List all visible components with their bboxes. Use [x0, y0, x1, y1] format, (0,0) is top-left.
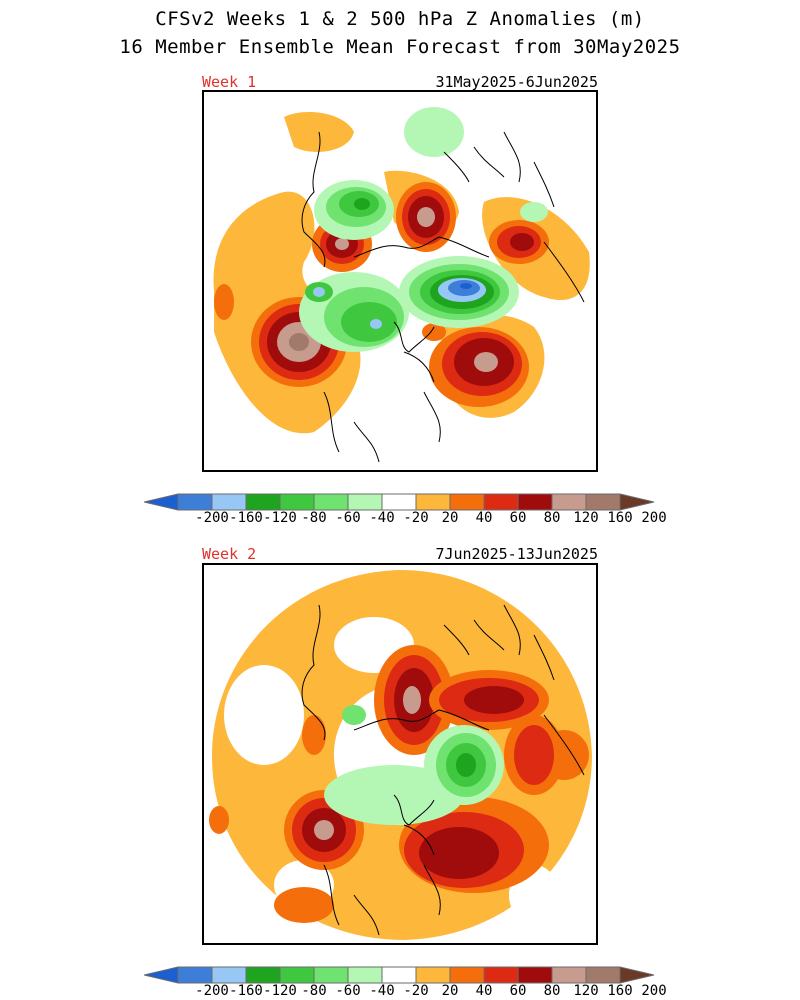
week1-anomaly-map — [213, 96, 590, 468]
colorbar-tick-labels: -200 -160 -120 -80 -60 -40 -20 20 40 60 80 120 160 20… — [144, 983, 667, 999]
colorbar-swatch — [347, 966, 383, 984]
colorbar-high-arrow — [619, 493, 655, 511]
anomaly-neg-80 — [456, 753, 476, 777]
colorbar-tick-label: -200 — [195, 510, 229, 526]
colorbar-low-arrow — [144, 966, 179, 984]
colorbar-swatch — [313, 493, 349, 511]
colorbar-tick-label: -120 — [263, 983, 297, 999]
chart-title: CFSv2 Weeks 1 & 2 500 hPa Z Anomalies (m… — [155, 8, 645, 30]
chart-subtitle: 16 Member Ensemble Mean Forecast from 30… — [119, 36, 681, 58]
colorbar-tick-label: 40 — [475, 983, 493, 999]
week2-date-range: 7Jun2025-13Jun2025 — [435, 545, 598, 563]
colorbar — [144, 493, 655, 511]
anomaly-neg-40 — [342, 705, 366, 725]
coastlines — [301, 604, 585, 936]
anomaly-pos-40 — [274, 887, 334, 923]
colorbar-swatch — [313, 966, 349, 984]
anomaly-pos-120 — [335, 238, 349, 250]
colorbar-swatch — [517, 493, 553, 511]
colorbar-swatch — [585, 493, 621, 511]
colorbar-tick-label: 160 — [607, 983, 633, 999]
colorbar-swatch — [381, 493, 417, 511]
week2-map-panel — [202, 563, 598, 945]
colorbar-tick-label: -160 — [229, 983, 263, 999]
anomaly-neg-120 — [313, 287, 325, 297]
anomaly-neg-80 — [354, 198, 370, 210]
colorbar-swatch — [483, 493, 519, 511]
colorbar-swatch — [211, 966, 247, 984]
anomaly-pos-40 — [302, 715, 326, 755]
coastlines — [301, 131, 585, 463]
colorbar-tick-label: -200 — [195, 983, 229, 999]
colorbar-swatch — [517, 966, 553, 984]
colorbar-swatch — [245, 493, 281, 511]
anomaly-pos-80 — [464, 686, 524, 714]
anomaly-neg-200 — [460, 283, 472, 289]
colorbar-swatch — [415, 966, 451, 984]
colorbar-tick-label: 80 — [543, 510, 561, 526]
colorbar-swatch — [551, 966, 587, 984]
anomaly-neg-20 — [404, 107, 464, 157]
colorbar-tick-label: 200 — [641, 983, 667, 999]
week1-date-range: 31May2025-6Jun2025 — [435, 73, 598, 91]
colorbar-tick-label: -80 — [301, 983, 327, 999]
week2-anomaly-map — [209, 569, 592, 941]
anomaly-neg-60 — [341, 302, 397, 342]
colorbar-tick-label: 20 — [441, 510, 459, 526]
colorbar-tick-label: -160 — [229, 510, 263, 526]
colorbar-tick-label: -40 — [369, 983, 395, 999]
colorbar-swatch — [211, 493, 247, 511]
colorbar-swatch — [415, 493, 451, 511]
anomaly-pos-120 — [314, 820, 334, 840]
colorbar-swatch — [177, 493, 213, 511]
colorbar-swatch — [279, 966, 315, 984]
anomaly-pos-120 — [403, 686, 421, 714]
anomaly-pos-160 — [289, 333, 309, 351]
anomaly-pos-60 — [514, 725, 554, 785]
colorbar-swatch — [279, 493, 315, 511]
anomaly-neg-120 — [370, 319, 382, 329]
colorbar-tick-label: 120 — [573, 983, 599, 999]
colorbar-tick-label: 160 — [607, 510, 633, 526]
colorbar-swatch — [245, 966, 281, 984]
colorbar-tick-label: -60 — [335, 983, 361, 999]
colorbar-swatch — [449, 966, 485, 984]
colorbar-tick-label: 40 — [475, 510, 493, 526]
colorbar-tick-label: -20 — [403, 510, 429, 526]
colorbar-tick-label: 60 — [509, 510, 527, 526]
colorbar-tick-label: 120 — [573, 510, 599, 526]
anomaly-neg-20 — [520, 202, 548, 222]
anomaly-pos-40 — [209, 806, 229, 834]
colorbar — [144, 966, 655, 984]
colorbar-swatch — [381, 966, 417, 984]
colorbar-tick-label: -60 — [335, 510, 361, 526]
map-gap — [224, 665, 304, 765]
colorbar-tick-labels: -200 -160 -120 -80 -60 -40 -20 20 40 60 80 120 160 20… — [144, 510, 667, 526]
week1-map-panel — [202, 90, 598, 472]
colorbar-tick-label: 60 — [509, 983, 527, 999]
colorbar-swatch — [585, 966, 621, 984]
week1-label: Week 1 — [202, 73, 257, 91]
colorbar-swatch — [449, 493, 485, 511]
colorbar-swatch — [347, 493, 383, 511]
colorbar-tick-label: 20 — [441, 983, 459, 999]
colorbar-swatch — [483, 966, 519, 984]
colorbar-tick-label: -20 — [403, 983, 429, 999]
colorbar-tick-label: -120 — [263, 510, 297, 526]
colorbar-tick-label: -80 — [301, 510, 327, 526]
anomaly-pos-120 — [474, 352, 498, 372]
anomaly-pos-80 — [510, 233, 534, 251]
colorbar-high-arrow — [619, 966, 655, 984]
colorbar-tick-label: 200 — [641, 510, 667, 526]
anomaly-pos-120 — [417, 207, 435, 227]
colorbar-tick-label: 80 — [543, 983, 561, 999]
anomaly-pos-40 — [214, 284, 234, 320]
colorbar-swatch — [551, 493, 587, 511]
colorbar-swatch — [177, 966, 213, 984]
colorbar-tick-label: -40 — [369, 510, 395, 526]
anomaly-pos-40 — [422, 323, 446, 341]
colorbar-low-arrow — [144, 493, 179, 511]
anomaly-pos-80 — [419, 827, 499, 879]
week2-label: Week 2 — [202, 545, 257, 563]
